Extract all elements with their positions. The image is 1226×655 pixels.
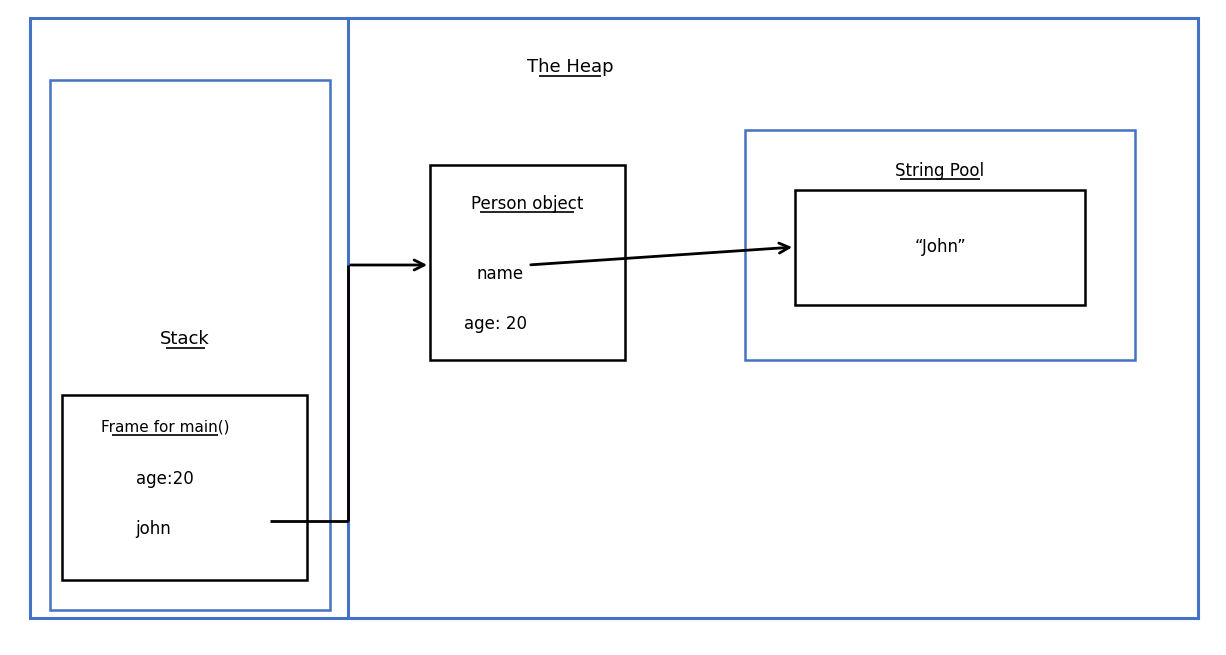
Text: Stack: Stack — [161, 330, 210, 348]
Bar — [348, 18, 1198, 618]
Text: name: name — [477, 265, 524, 283]
Text: The Heap: The Heap — [527, 58, 613, 76]
Bar — [63, 395, 306, 580]
Text: Frame for main(): Frame for main() — [101, 420, 229, 435]
Text: String Pool: String Pool — [895, 162, 984, 180]
Text: “John”: “John” — [915, 238, 966, 256]
Text: age:20: age:20 — [136, 470, 194, 488]
Bar — [50, 80, 330, 610]
Text: john: john — [135, 520, 170, 538]
Bar — [794, 190, 1085, 305]
Text: age: 20: age: 20 — [463, 315, 526, 333]
Bar — [430, 165, 625, 360]
Text: Person object: Person object — [471, 195, 584, 213]
Bar — [745, 130, 1135, 360]
